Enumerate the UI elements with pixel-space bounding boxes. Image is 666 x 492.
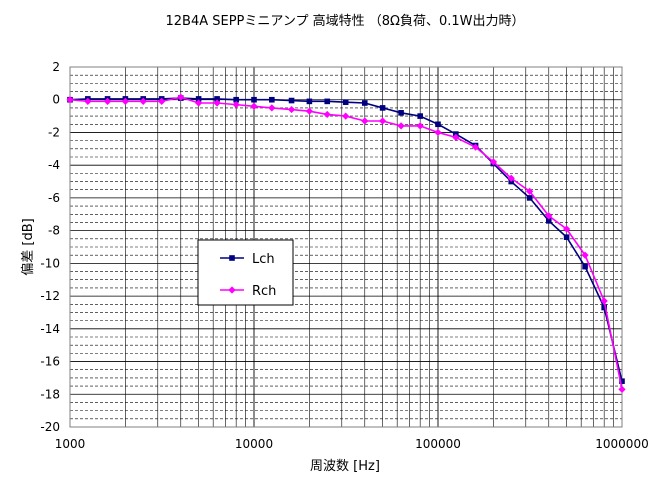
legend-label-lch: Lch: [252, 252, 275, 267]
data-point-rch: [581, 251, 589, 259]
y-tick-label: -10: [40, 256, 60, 270]
data-point-rch: [268, 104, 276, 112]
legend-label-rch: Rch: [252, 284, 276, 299]
data-point-lch: [379, 105, 386, 111]
data-point-lch: [417, 113, 423, 119]
legend-item-rch: Rch: [220, 284, 276, 299]
data-point-rch: [379, 117, 387, 125]
data-point-lch: [619, 378, 625, 384]
data-point-rch: [213, 99, 221, 107]
data-point-rch: [177, 93, 185, 101]
data-point-lch: [269, 96, 275, 103]
y-tick-label: -16: [40, 355, 60, 369]
legend-item-lch: Lch: [220, 252, 275, 267]
data-point-lch: [398, 110, 404, 116]
y-axis-label: 偏差 [dB]: [21, 218, 36, 275]
data-point-rch: [563, 225, 571, 233]
x-tick-label: 1000000: [595, 437, 648, 451]
x-tick-label: 10000: [235, 437, 273, 451]
data-point-rch: [507, 174, 515, 182]
data-point-lch: [324, 98, 331, 105]
data-point-rch: [66, 96, 74, 104]
x-axis-label: 周波数 [Hz]: [310, 459, 380, 474]
data-point-rch: [232, 101, 240, 109]
data-point-rch: [84, 97, 92, 105]
data-series: [66, 93, 626, 393]
series-rch: [66, 93, 626, 393]
data-point-rch: [526, 187, 534, 195]
series-lch: [67, 95, 625, 384]
tick-labels: 2 0 -2 -4 -6 -8 -10 -12 -14 -16 -18 -20 1000 10000 100…: [40, 60, 648, 451]
data-point-rch: [600, 297, 608, 305]
data-point-lch: [214, 96, 220, 102]
data-point-rch: [287, 105, 296, 114]
data-point-rch: [305, 107, 313, 115]
data-point-rch: [618, 385, 626, 393]
data-point-lch: [195, 96, 202, 102]
y-tick-label: -4: [48, 158, 60, 172]
plot-area-border: [69, 66, 623, 428]
y-tick-label: -18: [40, 387, 60, 401]
data-point-rch: [434, 128, 442, 137]
y-tick-label: -6: [48, 191, 60, 205]
chart-title: 12B4A SEPPミニアンプ 高域特性 （8Ω負荷、0.1W出力時）: [166, 13, 525, 29]
data-point-rch: [416, 122, 424, 130]
y-tick-label: 2: [52, 60, 60, 74]
data-point-rch: [342, 112, 350, 120]
legend-marker-lch: [229, 255, 235, 261]
data-point-rch: [158, 97, 166, 105]
data-point-lch: [435, 121, 441, 128]
data-point-rch: [250, 102, 258, 110]
data-point-rch: [397, 122, 405, 130]
legend-marker-rch: [228, 286, 236, 294]
data-point-lch: [601, 304, 607, 311]
x-tick-label: 1000: [55, 437, 86, 451]
y-tick-label: -14: [40, 322, 60, 336]
y-tick-label: -20: [40, 420, 60, 434]
data-point-lch: [526, 195, 533, 201]
data-point-rch: [545, 212, 553, 220]
data-point-lch: [545, 218, 552, 224]
data-point-rch: [489, 158, 497, 166]
series-line-rch: [69, 96, 623, 390]
y-tick-label: -2: [48, 125, 60, 139]
data-point-lch: [563, 234, 570, 240]
data-point-lch: [361, 100, 368, 106]
legend-box: [197, 239, 294, 306]
x-tick-label: 100000: [415, 437, 461, 451]
legend: Lch Rch: [197, 239, 294, 306]
data-point-lch: [251, 96, 257, 103]
grid: [69, 66, 623, 428]
y-tick-label: 0: [52, 93, 60, 107]
data-point-lch: [233, 96, 239, 103]
y-tick-label: -8: [48, 224, 60, 238]
data-point-rch: [139, 97, 147, 105]
data-point-rch: [121, 97, 129, 105]
data-point-rch: [103, 97, 112, 105]
y-tick-label: -12: [40, 289, 60, 303]
data-point-lch: [342, 99, 349, 105]
data-point-lch: [582, 263, 588, 270]
data-point-lch: [288, 97, 295, 104]
data-point-rch: [452, 133, 460, 141]
data-point-rch: [361, 117, 369, 125]
data-point-rch: [195, 99, 203, 107]
data-point-rch: [323, 110, 331, 119]
data-point-lch: [306, 98, 313, 105]
data-point-rch: [471, 143, 480, 151]
